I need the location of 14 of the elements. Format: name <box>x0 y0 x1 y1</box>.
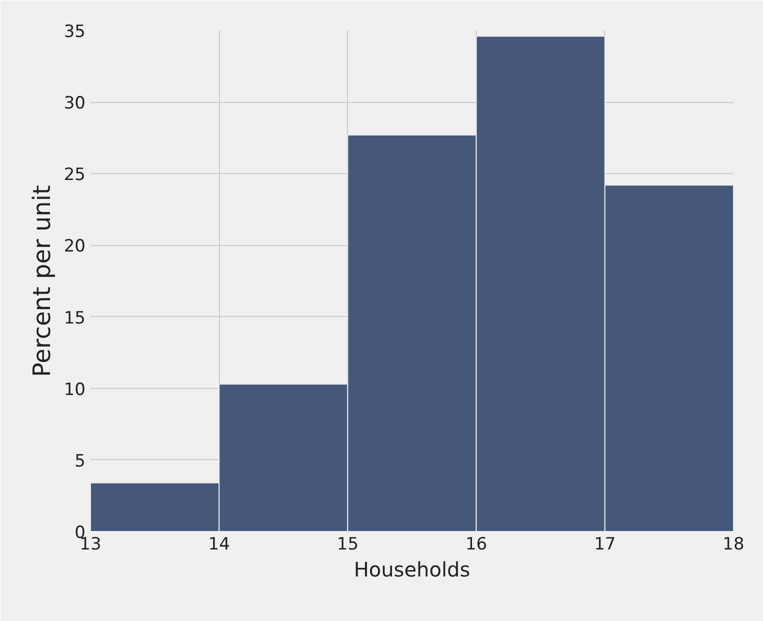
y-tick-label: 20 <box>64 236 86 257</box>
y-tick-label: 30 <box>64 94 86 114</box>
y-tick-label: 5 <box>74 451 86 472</box>
x-tick-label: 15 <box>336 534 359 554</box>
y-axis-title: Percent per unit <box>28 185 56 377</box>
y-tick-label: 25 <box>64 165 86 186</box>
x-axis-title: Households <box>354 558 470 582</box>
x-tick-label: 16 <box>465 534 488 554</box>
y-tick-label: 10 <box>64 380 86 400</box>
x-tick-label: 18 <box>722 534 744 554</box>
y-tick-label: 35 <box>64 22 86 42</box>
y-tick-label: 15 <box>64 308 86 328</box>
x-tick-label: 17 <box>594 534 616 554</box>
x-tick-label: 14 <box>208 534 230 554</box>
